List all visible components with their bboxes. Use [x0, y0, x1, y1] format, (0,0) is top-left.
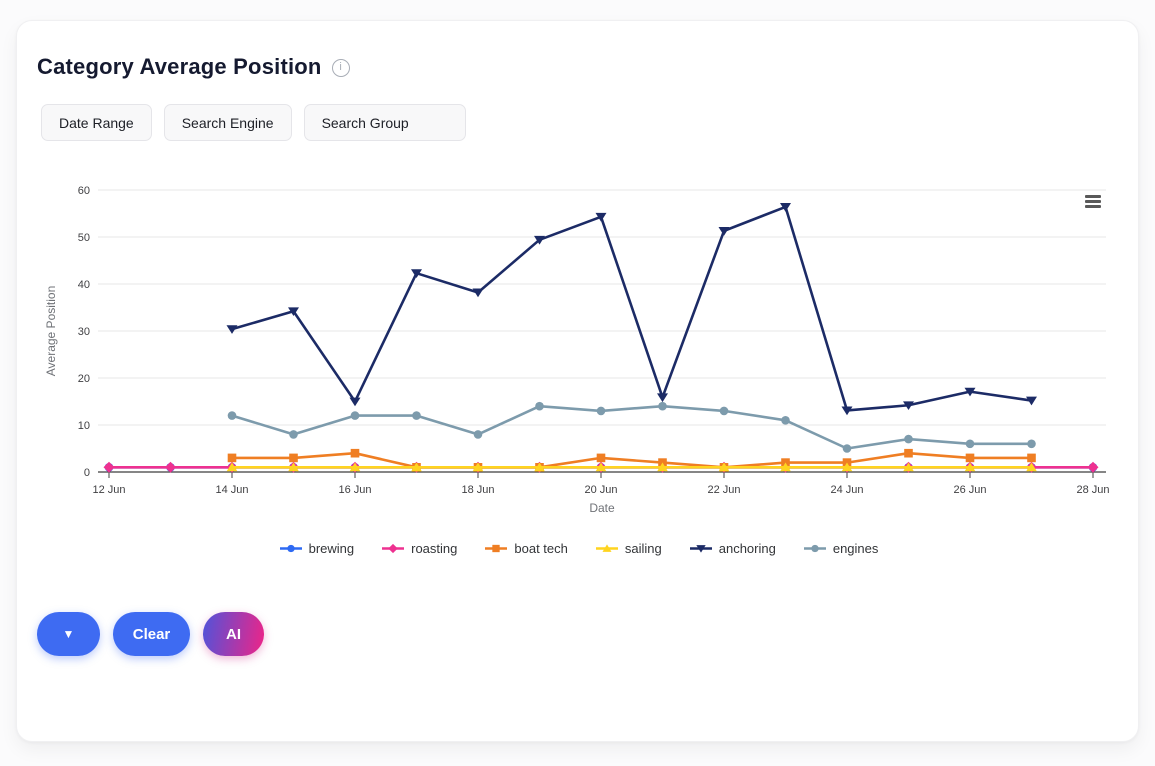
legend-item-sailing[interactable]: sailing: [595, 541, 662, 556]
chart-svg: 0 10 20 30 40 50 60 12 Jun 14 Jun 16 Jun 18 Jun 20 …: [44, 185, 1110, 515]
svg-text:22 Jun: 22 Jun: [707, 484, 740, 496]
svg-text:16 Jun: 16 Jun: [338, 484, 371, 496]
triangle-up-marker-icon: [595, 544, 618, 552]
legend-item-boat-tech[interactable]: boat tech: [484, 541, 568, 556]
svg-text:10: 10: [78, 420, 90, 432]
panel-card: Category Average Position i Date Range S…: [16, 20, 1139, 742]
legend-item-anchoring[interactable]: anchoring: [689, 541, 776, 556]
legend-label: roasting: [411, 541, 458, 556]
legend-label: boat tech: [514, 541, 568, 556]
svg-text:14 Jun: 14 Jun: [215, 484, 248, 496]
svg-text:40: 40: [78, 279, 90, 291]
dropdown-button[interactable]: ▼: [37, 612, 100, 656]
svg-text:50: 50: [78, 232, 90, 244]
filter-search-group[interactable]: Search Group: [303, 104, 466, 141]
diamond-marker-icon: [382, 543, 405, 554]
circle-marker-icon: [279, 544, 302, 553]
filters-row: Date Range Search Engine Search Group: [41, 104, 1138, 141]
svg-text:Date: Date: [589, 501, 615, 515]
chart-legend: brewing roasting boat tech sailing anchoring…: [41, 541, 1116, 556]
svg-text:24 Jun: 24 Jun: [830, 484, 863, 496]
svg-text:0: 0: [84, 467, 90, 479]
legend-label: engines: [832, 541, 879, 556]
legend-label: sailing: [624, 541, 662, 556]
svg-text:28 Jun: 28 Jun: [1076, 484, 1109, 496]
circle-marker-icon: [803, 544, 826, 553]
clear-button[interactable]: Clear: [113, 612, 190, 656]
svg-text:12 Jun: 12 Jun: [92, 484, 125, 496]
svg-text:30: 30: [78, 326, 90, 338]
square-marker-icon: [485, 544, 508, 553]
svg-text:18 Jun: 18 Jun: [461, 484, 494, 496]
svg-text:20: 20: [78, 373, 90, 385]
svg-text:26 Jun: 26 Jun: [953, 484, 986, 496]
title-row: Category Average Position i: [17, 21, 1138, 80]
triangle-down-marker-icon: [689, 545, 712, 553]
svg-text:Average Position: Average Position: [44, 286, 58, 377]
actions-row: ▼ Clear AI: [37, 612, 1138, 656]
legend-item-engines[interactable]: engines: [803, 541, 879, 556]
ai-button[interactable]: AI: [203, 612, 264, 656]
legend-label: anchoring: [718, 541, 776, 556]
chart-menu-icon[interactable]: [1083, 193, 1103, 210]
info-icon[interactable]: i: [331, 59, 350, 77]
legend-item-brewing[interactable]: brewing: [279, 541, 355, 556]
page-title: Category Average Position: [37, 54, 322, 79]
svg-text:20 Jun: 20 Jun: [584, 484, 617, 496]
chart-container: 0 10 20 30 40 50 60 12 Jun 14 Jun 16 Jun 18 Jun 20 …: [41, 179, 1116, 556]
legend-label: brewing: [308, 541, 355, 556]
filter-date-range[interactable]: Date Range: [41, 104, 152, 141]
filter-search-engine[interactable]: Search Engine: [163, 104, 292, 141]
legend-item-roasting[interactable]: roasting: [381, 541, 457, 556]
triangle-down-icon: ▼: [62, 627, 75, 641]
svg-text:60: 60: [78, 185, 90, 197]
